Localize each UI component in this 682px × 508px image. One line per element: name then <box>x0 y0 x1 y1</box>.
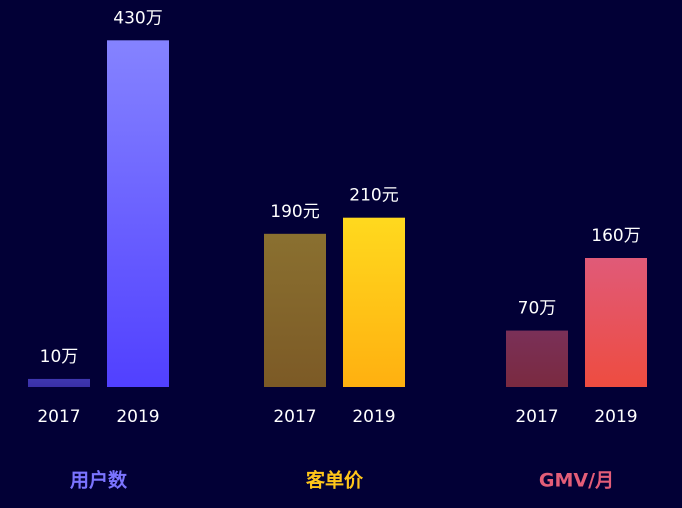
bar <box>343 217 405 387</box>
value-label: 430万 <box>113 8 162 28</box>
bar <box>107 40 169 387</box>
bar <box>28 378 90 387</box>
x-tick-label: 2019 <box>116 407 159 427</box>
value-label: 70万 <box>518 299 557 319</box>
value-label: 160万 <box>591 226 640 246</box>
x-tick-label: 2017 <box>273 407 316 427</box>
bar <box>585 258 647 387</box>
group-label: GMV/月 <box>539 470 614 492</box>
value-label: 190元 <box>270 202 319 222</box>
bar <box>506 330 568 387</box>
bar <box>264 233 326 387</box>
group-label: 客单价 <box>306 469 364 492</box>
x-tick-label: 2019 <box>594 407 637 427</box>
value-label: 10万 <box>40 347 79 367</box>
group-label: 用户数 <box>70 469 128 492</box>
value-label: 210元 <box>349 186 398 206</box>
x-tick-label: 2017 <box>515 407 558 427</box>
x-tick-label: 2019 <box>352 407 395 427</box>
x-tick-label: 2017 <box>37 407 80 427</box>
